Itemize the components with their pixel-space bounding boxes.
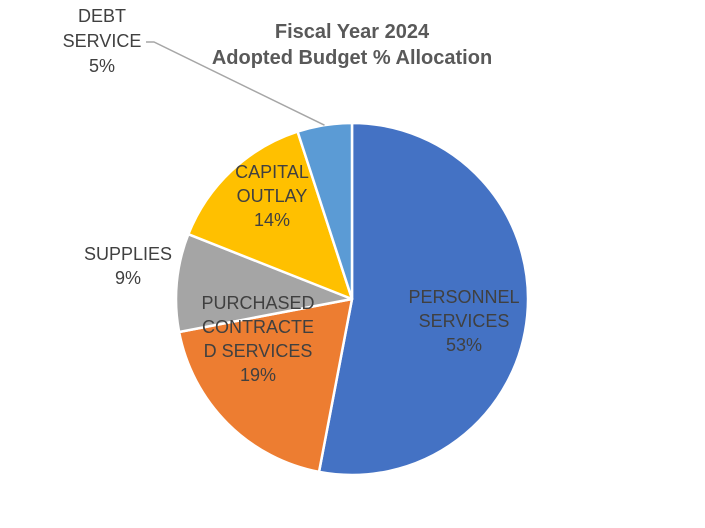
leader-line-5 — [146, 41, 325, 126]
slice-label-1: PERSONNEL SERVICES 53% — [408, 287, 519, 355]
slice-label-4-line-1: CAPITAL — [235, 162, 309, 182]
slice-label-2-line-1: PURCHASED — [201, 293, 314, 313]
slice-label-5-line-2: SERVICE — [63, 31, 142, 51]
slice-label-4-line-3: 14% — [254, 210, 290, 230]
slice-labels: PERSONNEL SERVICES 53% PURCHASED CONTRACTE D … — [63, 6, 520, 385]
chart-title-line-2: Adopted Budget % Allocation — [212, 47, 492, 69]
chart-title: Fiscal Year 2024 Adopted Budget % Allocat… — [212, 21, 492, 69]
slice-label-5-line-3: 5% — [89, 56, 115, 76]
slice-label-4: CAPITAL OUTLAY 14% — [235, 162, 309, 230]
slice-label-3-line-2: 9% — [115, 268, 141, 288]
slice-label-2: PURCHASED CONTRACTE D SERVICES 19% — [201, 293, 314, 385]
slice-label-1-line-3: 53% — [446, 335, 482, 355]
slice-label-3-line-1: SUPPLIES — [84, 244, 172, 264]
slice-label-4-line-2: OUTLAY — [237, 186, 308, 206]
slice-label-2-line-2: CONTRACTE — [202, 317, 314, 337]
slice-label-5: DEBT SERVICE 5% — [63, 6, 142, 76]
pie-slice-3 — [174, 232, 354, 334]
leader-lines — [146, 41, 325, 126]
slice-label-5-line-1: DEBT — [78, 6, 126, 26]
slice-label-1-line-2: SERVICES — [419, 311, 510, 331]
slice-label-1-line-1: PERSONNEL — [408, 287, 519, 307]
chart-title-line-1: Fiscal Year 2024 — [275, 21, 430, 43]
slice-label-3: SUPPLIES 9% — [84, 244, 172, 288]
pie-slice-2 — [177, 297, 354, 474]
slice-label-2-line-3: D SERVICES — [204, 341, 313, 361]
slice-label-2-line-4: 19% — [240, 365, 276, 385]
pie-slice-1 — [317, 121, 530, 477]
